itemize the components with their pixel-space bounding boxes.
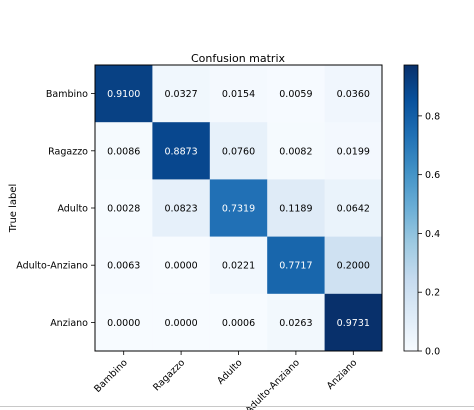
- colorbar-ticks: 0.0 0.2 0.4 0.6 0.8: [418, 111, 440, 358]
- heatmap-cell: [209, 293, 268, 352]
- cell-value-label: 0.2000: [337, 261, 370, 272]
- cell-value-label: 0.7717: [279, 261, 312, 272]
- cell-value-label: 0.0000: [164, 318, 197, 329]
- cell-value-label: 0.0028: [107, 204, 140, 215]
- heatmap-cell: [152, 293, 211, 352]
- y-tick-label: Ragazzo: [48, 146, 88, 157]
- heatmap-cell: [267, 122, 325, 180]
- heatmap-cell: [209, 179, 268, 237]
- heatmap-cell: [152, 65, 211, 123]
- cell-value-label: 0.9731: [337, 318, 370, 329]
- cell-value-label: 0.0086: [107, 146, 140, 157]
- cell-value-label: 0.7319: [222, 204, 255, 215]
- bottom-divider: [0, 406, 474, 407]
- heatmap-cells: 0.9100 0.0327 0.0154 0.0059 0.0360 0.0086 0.88…: [95, 65, 383, 352]
- heatmap-cell: [95, 122, 153, 180]
- row-labels: Bambino Ragazzo Adulto Adulto-Anziano Anzian…: [16, 89, 95, 329]
- heatmap-cell: [267, 293, 325, 352]
- heatmap-cell: [267, 179, 325, 237]
- y-tick-label: Anziano: [50, 318, 88, 329]
- heatmap-cell: [95, 236, 153, 295]
- cell-value-label: 0.8873: [164, 146, 197, 157]
- y-tick-label: Bambino: [46, 89, 88, 100]
- heatmap-cell: [95, 65, 153, 123]
- heatmap-cell: [324, 179, 383, 237]
- heatmap-cell: [209, 65, 268, 123]
- cell-value-label: 0.0059: [279, 89, 312, 100]
- y-tick-label: Adulto-Anziano: [16, 261, 88, 272]
- heatmap-cell: [324, 293, 383, 352]
- heatmap-cell: [324, 236, 383, 295]
- colorbar-tick-label: 0.2: [425, 288, 440, 299]
- heatmap-cell: [152, 179, 211, 237]
- heatmap-cell: [267, 236, 325, 295]
- heatmap-cell: [324, 122, 383, 180]
- x-tick-label: Adulto: [215, 357, 245, 387]
- cell-value-label: 0.0760: [222, 146, 255, 157]
- x-tick-label: Bambino: [92, 357, 130, 395]
- cell-value-label: 0.0360: [337, 89, 370, 100]
- cell-value-label: 0.0154: [222, 89, 255, 100]
- cell-value-label: 0.0263: [279, 318, 312, 329]
- chart-title: Confusion matrix: [191, 52, 286, 65]
- y-axis-label: True label: [8, 184, 19, 234]
- colorbar-tick-label: 0.4: [425, 229, 440, 240]
- colorbar-tick-label: 0.8: [425, 111, 440, 122]
- cell-value-label: 0.0006: [222, 318, 255, 329]
- heatmap-cell: [152, 236, 211, 295]
- cell-value-label: 0.9100: [107, 89, 140, 100]
- cell-value-label: 0.0642: [337, 204, 370, 215]
- heatmap-cell: [267, 65, 325, 123]
- colorbar: [403, 64, 419, 352]
- cell-value-label: 0.1189: [279, 204, 312, 215]
- y-tick-label: Adulto: [57, 204, 88, 215]
- cell-value-label: 0.0000: [107, 318, 140, 329]
- cell-value-label: 0.0000: [164, 261, 197, 272]
- x-tick-label: Ragazzo: [151, 357, 187, 393]
- cell-value-label: 0.0082: [279, 146, 312, 157]
- heatmap-cell: [209, 122, 268, 180]
- heatmap-cell: [152, 122, 211, 180]
- colorbar-tick-label: 0.6: [425, 170, 440, 181]
- cell-value-label: 0.0327: [164, 89, 197, 100]
- heatmap-cell: [209, 236, 268, 295]
- x-tick-label: Adulto-Anziano: [243, 357, 302, 410]
- cell-value-label: 0.0823: [164, 204, 197, 215]
- heatmap-cell: [95, 179, 153, 237]
- heatmap-cell: [324, 65, 383, 123]
- cell-value-label: 0.0221: [222, 261, 255, 272]
- heatmap-cell: [95, 293, 153, 352]
- colorbar-tick-label: 0.0: [425, 347, 440, 358]
- x-tick-label: Anziano: [325, 357, 360, 392]
- cell-value-label: 0.0199: [337, 146, 370, 157]
- cell-value-label: 0.0063: [107, 261, 140, 272]
